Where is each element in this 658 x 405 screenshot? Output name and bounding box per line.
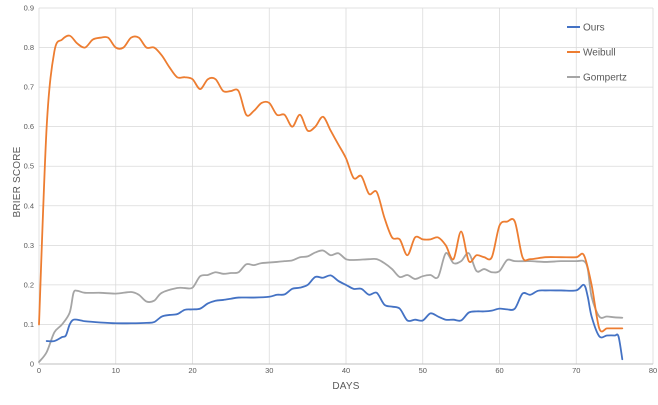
x-tick-label: 40 [342, 366, 350, 375]
x-tick-label: 80 [649, 366, 657, 375]
y-tick-label: 0.5 [24, 162, 34, 171]
x-tick-label: 30 [265, 366, 273, 375]
y-tick-label: 0.8 [24, 43, 34, 52]
y-tick-label: 0.2 [24, 280, 34, 289]
y-tick-label: 0.6 [24, 122, 34, 131]
axes: 0 10 20 30 40 50 60 70 80 0 0.1 0.2 0.3 0.4 0.5 0.6 0.7 0… [24, 4, 658, 376]
series-lines [38, 34, 624, 363]
x-tick-label: 0 [37, 366, 41, 375]
series-line-gompertz [38, 249, 624, 363]
legend: Ours Weibull Gompertz [567, 23, 627, 84]
y-tick-label: 0 [30, 360, 34, 369]
y-tick-label: 0.3 [24, 241, 34, 250]
y-axis-title: BRIER SCORE [12, 146, 23, 217]
y-tick-label: 0.1 [24, 320, 34, 329]
x-tick-label: 70 [572, 366, 580, 375]
gridlines [38, 7, 654, 365]
x-axis-title: DAYS [332, 381, 359, 392]
x-tick-label: 10 [112, 366, 120, 375]
legend-label-gompertz: Gompertz [583, 73, 627, 84]
y-tick-label: 0.9 [24, 4, 34, 13]
y-tick-label: 0.4 [24, 201, 34, 210]
legend-label-weibull: Weibull [583, 48, 616, 59]
series-line-ours [45, 274, 624, 361]
legend-label-ours: Ours [583, 23, 605, 34]
y-tick-label: 0.7 [24, 83, 34, 92]
x-tick-label: 50 [419, 366, 427, 375]
series-line-weibull [38, 34, 624, 333]
x-tick-label: 60 [495, 366, 503, 375]
x-tick-label: 20 [188, 366, 196, 375]
